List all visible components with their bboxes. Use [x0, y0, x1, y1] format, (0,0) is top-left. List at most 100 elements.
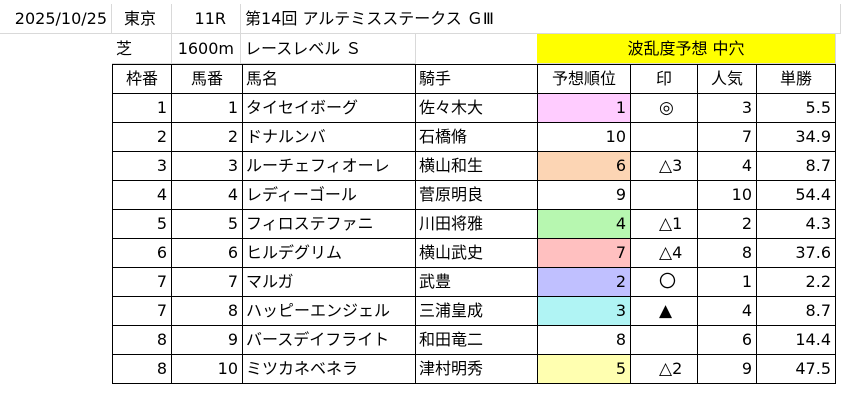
- umaban-cell[interactable]: 5: [171, 209, 243, 239]
- column-header-horse[interactable]: 馬名: [242, 64, 416, 94]
- column-header-mark[interactable]: 印: [630, 64, 698, 94]
- odds-cell[interactable]: 47.5: [756, 354, 836, 384]
- waku-cell[interactable]: 8: [112, 354, 172, 384]
- mark-cell[interactable]: ▲: [630, 296, 698, 326]
- horse-name-cell[interactable]: ハッピーエンジェル: [242, 296, 416, 326]
- jockey-cell[interactable]: 菅原明良: [415, 180, 538, 210]
- umaban-cell[interactable]: 9: [171, 325, 243, 355]
- odds-cell[interactable]: 2.2: [756, 267, 836, 297]
- venue-cell[interactable]: 東京: [112, 4, 172, 34]
- table-row: 2 2 ドナルンバ 石橋脩 10 7 34.9: [112, 122, 836, 152]
- umaban-cell[interactable]: 3: [171, 151, 243, 181]
- waku-cell[interactable]: 7: [112, 296, 172, 326]
- horse-name-cell[interactable]: タイセイボーグ: [242, 93, 416, 123]
- waku-cell[interactable]: 6: [112, 238, 172, 268]
- popularity-cell[interactable]: 9: [697, 354, 757, 384]
- popularity-cell[interactable]: 8: [697, 238, 757, 268]
- race-name-cell[interactable]: 第14回 アルテミスステークス ＧⅢ: [241, 4, 841, 34]
- mark-cell[interactable]: △3: [630, 151, 698, 181]
- umaban-cell[interactable]: 4: [171, 180, 243, 210]
- jockey-cell[interactable]: 川田将雅: [415, 209, 538, 239]
- column-header-waku[interactable]: 枠番: [112, 64, 172, 94]
- mark-cell[interactable]: [630, 180, 698, 210]
- predicted-rank-cell[interactable]: 8: [537, 325, 631, 355]
- jockey-cell[interactable]: 武豊: [415, 267, 538, 297]
- mark-cell[interactable]: ◎: [630, 93, 698, 123]
- jockey-cell[interactable]: 津村明秀: [415, 354, 538, 384]
- mark-cell[interactable]: [630, 122, 698, 152]
- horse-name-cell[interactable]: ルーチェフィオーレ: [242, 151, 416, 181]
- race-level-cell[interactable]: レースレベル Ｓ: [241, 34, 416, 64]
- predicted-rank-cell[interactable]: 4: [537, 209, 631, 239]
- odds-cell[interactable]: 4.3: [756, 209, 836, 239]
- horse-name-cell[interactable]: レディーゴール: [242, 180, 416, 210]
- umaban-cell[interactable]: 10: [171, 354, 243, 384]
- popularity-cell[interactable]: 4: [697, 151, 757, 181]
- horse-name-cell[interactable]: ヒルデグリム: [242, 238, 416, 268]
- waku-cell[interactable]: 7: [112, 267, 172, 297]
- umaban-cell[interactable]: 1: [171, 93, 243, 123]
- jockey-cell[interactable]: 佐々木大: [415, 93, 538, 123]
- predicted-rank-cell[interactable]: 9: [537, 180, 631, 210]
- horse-name-cell[interactable]: ドナルンバ: [242, 122, 416, 152]
- popularity-cell[interactable]: 7: [697, 122, 757, 152]
- popularity-cell[interactable]: 3: [697, 93, 757, 123]
- waku-cell[interactable]: 3: [112, 151, 172, 181]
- waku-cell[interactable]: 8: [112, 325, 172, 355]
- predicted-rank-cell[interactable]: 2: [537, 267, 631, 297]
- horse-name-cell[interactable]: バースデイフライト: [242, 325, 416, 355]
- odds-cell[interactable]: 14.4: [756, 325, 836, 355]
- jockey-cell[interactable]: 三浦皇成: [415, 296, 538, 326]
- umaban-cell[interactable]: 7: [171, 267, 243, 297]
- column-header-rank[interactable]: 予想順位: [537, 64, 631, 94]
- jockey-cell[interactable]: 横山和生: [415, 151, 538, 181]
- umaban-cell[interactable]: 6: [171, 238, 243, 268]
- predicted-rank-cell[interactable]: 6: [537, 151, 631, 181]
- waku-cell[interactable]: 4: [112, 180, 172, 210]
- horse-name-cell[interactable]: マルガ: [242, 267, 416, 297]
- mark-cell[interactable]: [630, 325, 698, 355]
- column-header-odds[interactable]: 単勝: [756, 64, 836, 94]
- column-header-popularity[interactable]: 人気: [697, 64, 757, 94]
- upset-prediction-cell[interactable]: 波乱度予想 中穴: [537, 34, 836, 64]
- odds-cell[interactable]: 8.7: [756, 151, 836, 181]
- waku-cell[interactable]: 5: [112, 209, 172, 239]
- odds-cell[interactable]: 34.9: [756, 122, 836, 152]
- mark-cell[interactable]: △1: [630, 209, 698, 239]
- jockey-cell[interactable]: 石橋脩: [415, 122, 538, 152]
- surface-cell[interactable]: 芝: [112, 34, 172, 64]
- umaban-cell[interactable]: 8: [171, 296, 243, 326]
- mark-number: 4: [672, 243, 683, 262]
- popularity-cell[interactable]: 2: [697, 209, 757, 239]
- popularity-cell[interactable]: 1: [697, 267, 757, 297]
- popularity-cell[interactable]: 10: [697, 180, 757, 210]
- mark-number: 1: [672, 214, 683, 233]
- waku-cell[interactable]: 2: [112, 122, 172, 152]
- predicted-rank-cell[interactable]: 5: [537, 354, 631, 384]
- popularity-cell[interactable]: 4: [697, 296, 757, 326]
- horse-name-cell[interactable]: フィロステファニ: [242, 209, 416, 239]
- odds-cell[interactable]: 37.6: [756, 238, 836, 268]
- popularity-cell[interactable]: 6: [697, 325, 757, 355]
- jockey-cell[interactable]: 横山武史: [415, 238, 538, 268]
- predicted-rank-cell[interactable]: 1: [537, 93, 631, 123]
- distance-cell[interactable]: 1600m: [172, 34, 241, 64]
- jockey-cell[interactable]: 和田竜二: [415, 325, 538, 355]
- predicted-rank-cell[interactable]: 3: [537, 296, 631, 326]
- umaban-cell[interactable]: 2: [171, 122, 243, 152]
- waku-cell[interactable]: 1: [112, 93, 172, 123]
- mark-cell[interactable]: △2: [630, 354, 698, 384]
- odds-cell[interactable]: 8.7: [756, 296, 836, 326]
- column-header-umaban[interactable]: 馬番: [171, 64, 243, 94]
- race-date-cell[interactable]: 2025/10/25: [0, 4, 112, 34]
- mark-cell[interactable]: 〇: [630, 267, 698, 297]
- race-number-cell[interactable]: 11R: [172, 4, 241, 34]
- predicted-rank-cell[interactable]: 10: [537, 122, 631, 152]
- odds-cell[interactable]: 5.5: [756, 93, 836, 123]
- predicted-rank-cell[interactable]: 7: [537, 238, 631, 268]
- horse-name-cell[interactable]: ミツカネベネラ: [242, 354, 416, 384]
- mark-cell[interactable]: △4: [630, 238, 698, 268]
- odds-cell[interactable]: 54.4: [756, 180, 836, 210]
- column-header-jockey[interactable]: 騎手: [415, 64, 538, 94]
